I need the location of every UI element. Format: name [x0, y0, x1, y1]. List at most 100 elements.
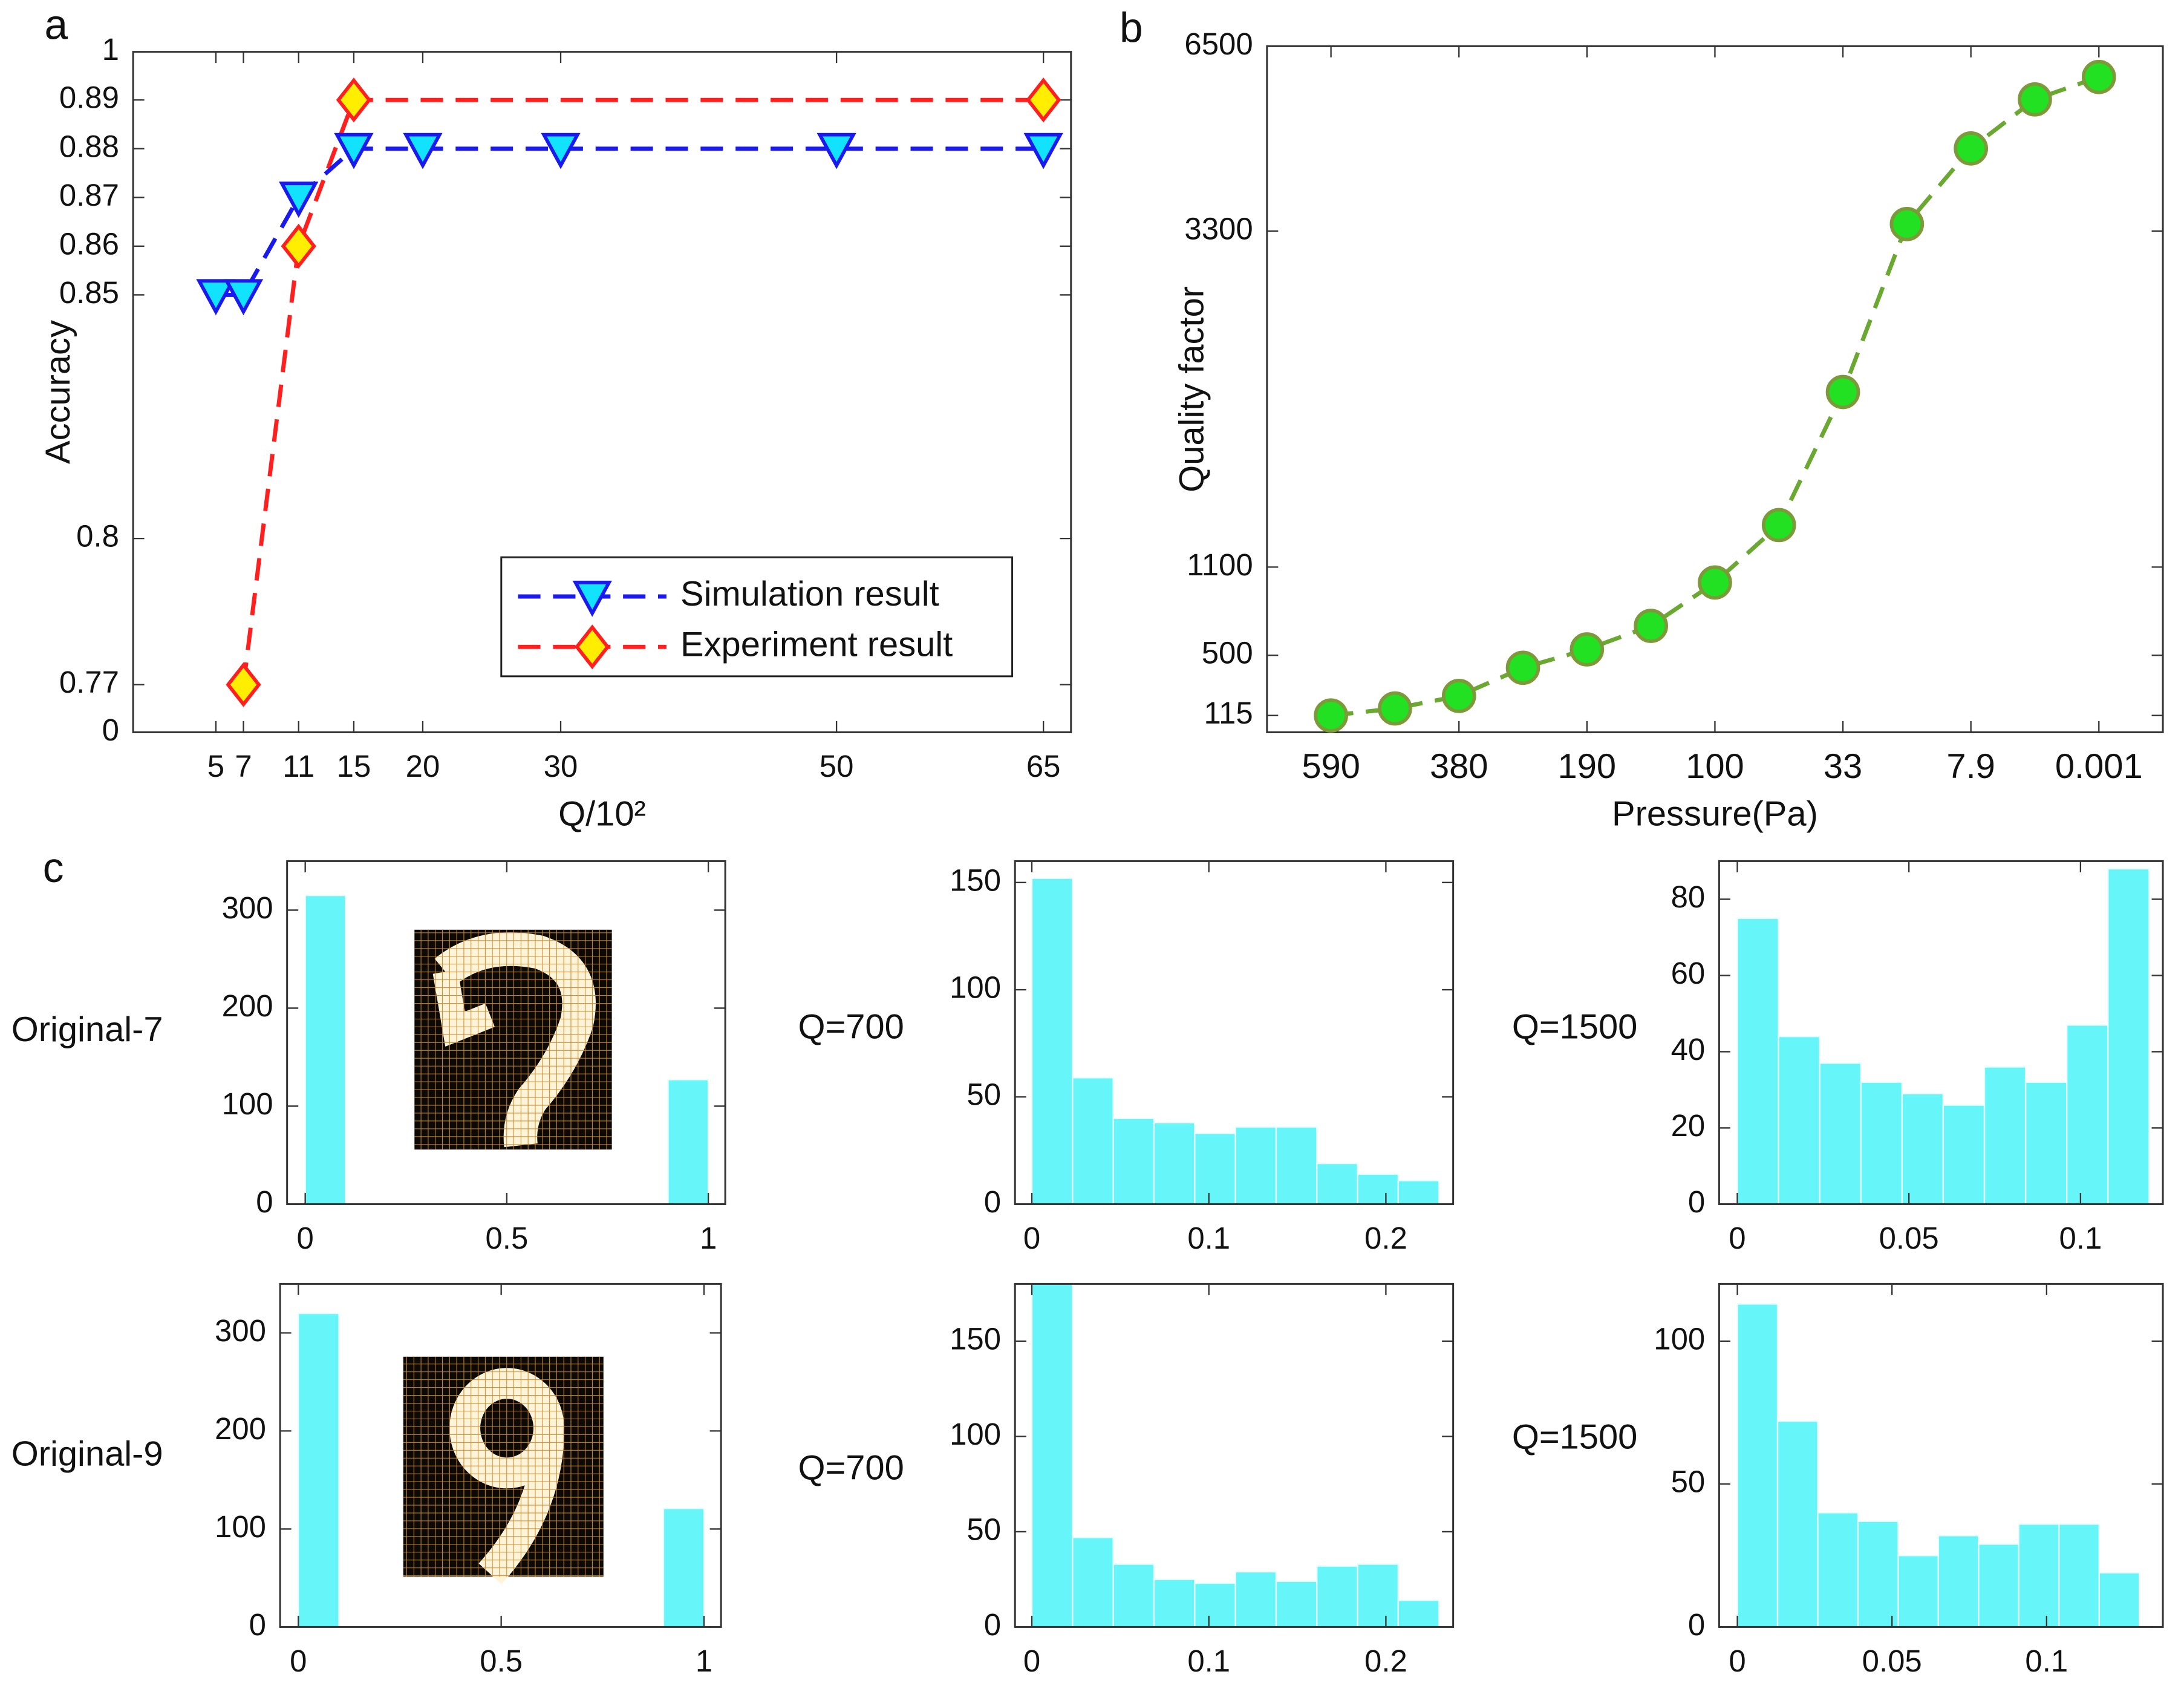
panel-label: b: [1120, 4, 1143, 51]
histogram-bar: [2058, 1523, 2100, 1628]
y-tick-label: 3300: [1184, 211, 1253, 246]
histogram-bar: [1397, 1600, 1440, 1628]
histogram-bar: [1275, 1126, 1318, 1205]
histogram-bar: [1031, 877, 1074, 1205]
x-tick-label: 65: [1026, 749, 1061, 783]
y-tick-label: 0: [1688, 1185, 1705, 1219]
marker: [226, 662, 261, 707]
row-label: Original-7: [11, 1010, 163, 1049]
x-tick-label: 11: [282, 749, 315, 783]
histogram-bar: [1234, 1126, 1277, 1205]
histogram-bar: [1072, 1077, 1114, 1205]
axes-box: [1014, 1283, 1455, 1628]
marker: [196, 279, 236, 316]
histogram-bar: [662, 1508, 705, 1628]
histogram-bar: [1860, 1081, 1903, 1205]
y-tick-label: 20: [1671, 1108, 1706, 1143]
x-tick-label: 0.001: [2055, 747, 2143, 786]
y-tick-label: 0.88: [59, 129, 119, 163]
x-tick-label: 0: [290, 1644, 307, 1678]
x-tick-label: 33: [1824, 747, 1862, 786]
histogram-bar: [667, 1079, 709, 1205]
y-tick-label: 100: [1654, 1321, 1705, 1356]
histogram-bar: [1031, 1283, 1074, 1628]
marker: [279, 181, 319, 218]
x-tick-label: 30: [544, 749, 578, 783]
histogram-bar: [1153, 1578, 1196, 1628]
x-tick-label: 0.2: [1364, 1221, 1407, 1255]
histogram-bar: [1153, 1122, 1196, 1205]
y-axis-label: Quality factor: [1173, 286, 1211, 492]
x-tick-label: 0: [1729, 1221, 1746, 1255]
histogram-bar: [2066, 1024, 2109, 1205]
x-tick-label: 20: [406, 749, 440, 783]
x-tick-label: 0.1: [1187, 1644, 1230, 1678]
series-line: [241, 97, 1044, 685]
y-tick-label: 0.8: [76, 519, 119, 554]
y-tick-label: 100: [950, 1417, 1001, 1451]
marker: [334, 132, 374, 169]
marker: [281, 223, 316, 269]
histogram-bar: [1194, 1582, 1236, 1628]
histogram-bar: [1937, 1535, 1980, 1628]
histogram-bar: [1316, 1565, 1358, 1628]
histogram-bar: [1857, 1520, 1899, 1628]
histogram-bar: [2098, 1572, 2140, 1628]
marker: [1378, 691, 1412, 726]
y-tick-label: 150: [950, 863, 1001, 897]
histogram-bar: [1397, 1180, 1440, 1205]
histogram-bar: [1112, 1563, 1155, 1628]
series-line: [215, 146, 1044, 297]
histogram-bar: [2024, 1081, 2068, 1205]
histogram-bar: [1275, 1580, 1318, 1628]
y-tick-label: 60: [1671, 956, 1706, 990]
y-tick-label: 0.85: [59, 275, 119, 310]
x-tick-label: 5: [207, 749, 224, 783]
histogram-bar: [1778, 1036, 1821, 1205]
x-tick-label: 0: [1023, 1644, 1040, 1678]
histogram-bar: [1901, 1093, 1944, 1205]
x-tick-label: 15: [337, 749, 371, 783]
y-tick-label: 50: [1671, 1465, 1706, 1499]
axes-box: [1266, 45, 2164, 733]
histogram-bar: [1942, 1104, 1986, 1205]
marker: [1026, 77, 1061, 123]
histogram-bar: [1817, 1512, 1859, 1628]
marker: [1825, 374, 1860, 410]
y-tick-label: 0.77: [59, 665, 119, 699]
marker: [1698, 565, 1732, 600]
y-tick-label: 100: [215, 1509, 266, 1544]
y-tick-label: 150: [950, 1321, 1001, 1356]
x-tick-label: 0.1: [2025, 1644, 2068, 1678]
x-tick-label: 0.5: [486, 1221, 529, 1255]
marker: [1954, 131, 1989, 166]
marker: [2081, 59, 2116, 94]
histogram-bar: [1978, 1543, 2019, 1628]
legend-label: Simulation result: [680, 575, 939, 613]
marker: [575, 624, 610, 670]
x-tick-label: 0.05: [1879, 1221, 1939, 1255]
y-tick-label: 50: [967, 1512, 1001, 1546]
x-tick-label: 7.9: [1946, 747, 1995, 786]
x-tick-label: 1: [700, 1221, 717, 1255]
histogram-bar: [2107, 868, 2150, 1205]
y-tick-label: 0: [984, 1607, 1001, 1642]
x-tick-label: 50: [820, 749, 854, 783]
x-tick-label: 0: [1023, 1221, 1040, 1255]
histogram-bar: [1776, 1420, 1819, 1628]
y-tick-label: 50: [967, 1077, 1001, 1112]
y-tick-label: 200: [215, 1411, 266, 1446]
row-label: Q=700: [798, 1448, 904, 1487]
histogram-bar: [1234, 1570, 1277, 1628]
marker: [336, 77, 372, 123]
marker: [1441, 679, 1476, 713]
y-axis-label: Accuracy: [39, 320, 77, 464]
marker: [223, 279, 264, 316]
digit-image-9: [403, 1356, 604, 1584]
y-tick-label: 100: [222, 1087, 273, 1121]
y-tick-label: 115: [1204, 696, 1253, 730]
series-line: [1331, 74, 2100, 718]
digit-image-7: [414, 929, 612, 1150]
row-label: Q=1500: [1512, 1007, 1638, 1046]
histogram-bar: [1194, 1132, 1236, 1205]
